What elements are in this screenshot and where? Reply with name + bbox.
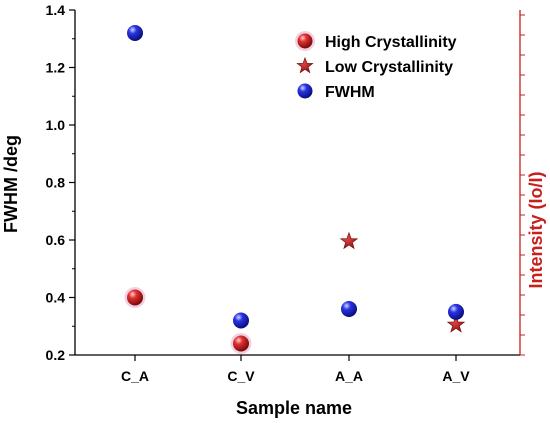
- legend-label: High Crystallinity: [325, 34, 457, 51]
- point-high-crystallinity: [127, 289, 143, 306]
- legend-label: FWHM: [325, 84, 375, 101]
- y-tick-label: 1.4: [46, 2, 66, 18]
- point-low-crystallinity: [446, 315, 466, 333]
- x-tick-label: C_V: [227, 368, 255, 384]
- y-tick-label: 1.0: [46, 117, 66, 133]
- y-tick-label: 0.6: [46, 232, 66, 248]
- y-tick-label: 1.2: [46, 60, 66, 76]
- point-high-crystallinity: [233, 335, 249, 352]
- point-fwhm: [233, 312, 249, 329]
- legend-marker: [297, 83, 313, 99]
- legend-marker: [296, 56, 314, 74]
- y2-axis-title: Intensity (Io/I): [526, 171, 546, 288]
- y-tick-label: 0.2: [46, 347, 66, 363]
- y-tick-label: 0.8: [46, 175, 66, 191]
- legend-marker: [297, 33, 313, 49]
- point-fwhm: [341, 301, 357, 317]
- point-low-crystallinity: [339, 231, 359, 250]
- data-marks: [124, 25, 466, 354]
- point-fwhm: [127, 25, 143, 41]
- legend: High Crystallinity Low Crystallinity FWHM: [295, 31, 457, 101]
- y-tick-label: 0.4: [46, 290, 66, 306]
- axes: 0.2 0.4 0.6 0.8 1.0 1.2 1.4 C_A C_V A_A A_V: [46, 2, 525, 384]
- x-tick-label: A_A: [335, 368, 363, 384]
- point-fwhm: [448, 303, 464, 320]
- x-tick-label: C_A: [121, 368, 149, 384]
- x-axis-title: Sample name: [236, 398, 352, 418]
- legend-label: Low Crystallinity: [325, 59, 453, 76]
- y-axis-title: FWHM /deg: [1, 135, 21, 233]
- x-tick-label: A_V: [442, 368, 470, 384]
